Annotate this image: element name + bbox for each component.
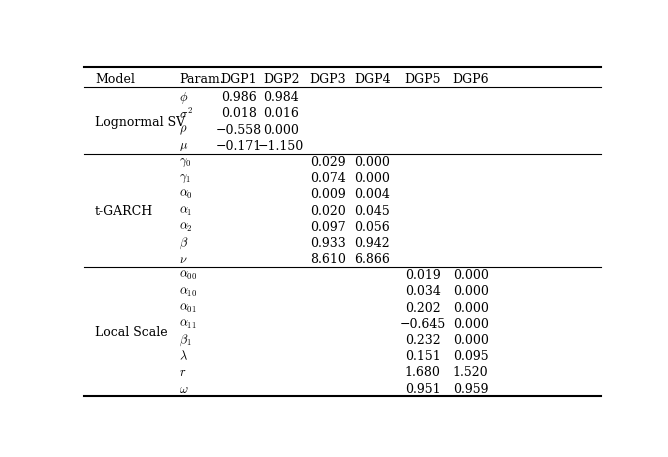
Text: DGP5: DGP5	[404, 73, 441, 86]
Text: −1.150: −1.150	[258, 140, 305, 153]
Text: t-GARCH: t-GARCH	[95, 205, 153, 218]
Text: 0.942: 0.942	[355, 237, 390, 250]
Text: 0.020: 0.020	[310, 205, 346, 218]
Text: 0.000: 0.000	[355, 172, 390, 185]
Text: $r$: $r$	[179, 367, 186, 379]
Text: 1.680: 1.680	[405, 367, 440, 379]
Text: 0.000: 0.000	[453, 318, 489, 331]
Text: DGP4: DGP4	[354, 73, 391, 86]
Text: DGP6: DGP6	[452, 73, 489, 86]
Text: 0.016: 0.016	[263, 107, 299, 121]
Text: $\gamma_1$: $\gamma_1$	[179, 172, 191, 185]
Text: 8.610: 8.610	[310, 253, 346, 266]
Text: DGP2: DGP2	[263, 73, 299, 86]
Text: $\rho$: $\rho$	[179, 123, 188, 137]
Text: 0.000: 0.000	[453, 286, 489, 298]
Text: $\mu$: $\mu$	[179, 140, 188, 153]
Text: 0.000: 0.000	[453, 334, 489, 347]
Text: 0.000: 0.000	[453, 269, 489, 282]
Text: $\alpha_{00}$: $\alpha_{00}$	[179, 269, 198, 282]
Text: $\beta_1$: $\beta_1$	[179, 333, 192, 348]
Text: $\phi$: $\phi$	[179, 90, 188, 106]
Text: 0.151: 0.151	[405, 350, 440, 363]
Text: 0.097: 0.097	[310, 221, 345, 234]
Text: 0.000: 0.000	[263, 123, 299, 137]
Text: 0.095: 0.095	[453, 350, 488, 363]
Text: 1.520: 1.520	[453, 367, 488, 379]
Text: Param.: Param.	[179, 73, 224, 86]
Text: Local Scale: Local Scale	[95, 326, 168, 339]
Text: 0.074: 0.074	[310, 172, 346, 185]
Text: $\alpha_{10}$: $\alpha_{10}$	[179, 286, 198, 298]
Text: −0.645: −0.645	[399, 318, 446, 331]
Text: −0.171: −0.171	[216, 140, 262, 153]
Text: DGP1: DGP1	[220, 73, 257, 86]
Text: $\alpha_{01}$: $\alpha_{01}$	[179, 302, 197, 315]
Text: $\alpha_2$: $\alpha_2$	[179, 221, 193, 234]
Text: 0.029: 0.029	[310, 156, 345, 169]
Text: 0.984: 0.984	[263, 91, 299, 104]
Text: $\alpha_1$: $\alpha_1$	[179, 204, 193, 218]
Text: $\sigma^2$: $\sigma^2$	[179, 106, 193, 121]
Text: 0.959: 0.959	[453, 383, 488, 396]
Text: 0.202: 0.202	[405, 302, 440, 315]
Text: $\gamma_0$: $\gamma_0$	[179, 156, 192, 169]
Text: −0.558: −0.558	[216, 123, 262, 137]
Text: $\nu$: $\nu$	[179, 253, 188, 266]
Text: 0.232: 0.232	[405, 334, 440, 347]
Text: $\lambda$: $\lambda$	[179, 350, 188, 363]
Text: 0.018: 0.018	[221, 107, 257, 121]
Text: 6.866: 6.866	[355, 253, 390, 266]
Text: 0.986: 0.986	[221, 91, 257, 104]
Text: $\beta$: $\beta$	[179, 236, 188, 251]
Text: 0.056: 0.056	[355, 221, 390, 234]
Text: 0.000: 0.000	[355, 156, 390, 169]
Text: 0.034: 0.034	[405, 286, 440, 298]
Text: 0.004: 0.004	[355, 188, 390, 202]
Text: 0.951: 0.951	[405, 383, 440, 396]
Text: 0.045: 0.045	[355, 205, 390, 218]
Text: Model: Model	[95, 73, 135, 86]
Text: 0.933: 0.933	[310, 237, 346, 250]
Text: 0.009: 0.009	[310, 188, 346, 202]
Text: $\omega$: $\omega$	[179, 383, 189, 396]
Text: $\alpha_{11}$: $\alpha_{11}$	[179, 318, 197, 331]
Text: DGP3: DGP3	[309, 73, 346, 86]
Text: 0.000: 0.000	[453, 302, 489, 315]
Text: $\alpha_0$: $\alpha_0$	[179, 188, 193, 202]
Text: Lognormal SV: Lognormal SV	[95, 116, 185, 128]
Text: 0.019: 0.019	[405, 269, 440, 282]
